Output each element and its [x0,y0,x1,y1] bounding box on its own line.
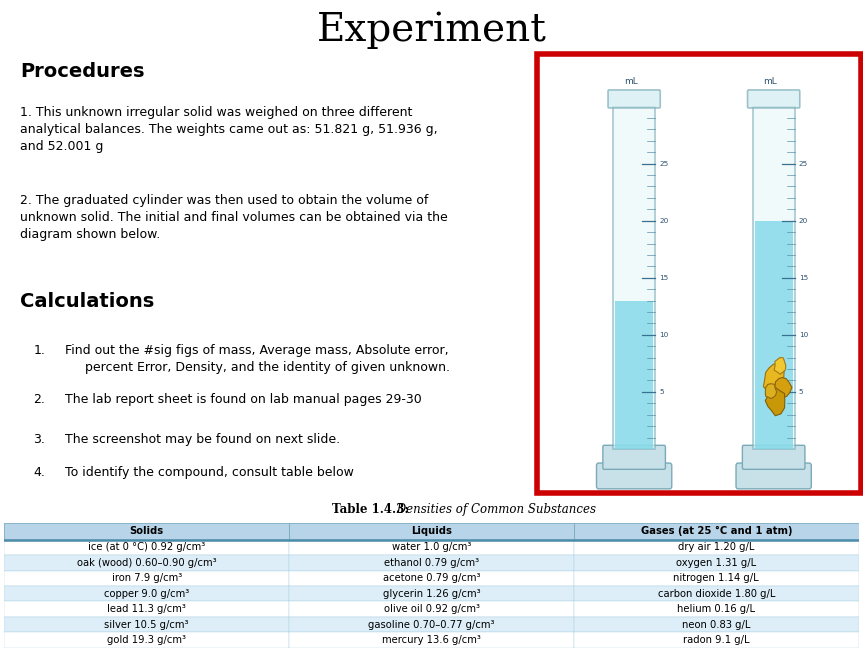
Text: iron 7.9 g/cm³: iron 7.9 g/cm³ [111,574,182,583]
Text: olive oil 0.92 g/cm³: olive oil 0.92 g/cm³ [383,604,480,614]
FancyBboxPatch shape [603,445,665,469]
Text: carbon dioxide 1.80 g/L: carbon dioxide 1.80 g/L [658,589,775,599]
Text: Gases (at 25 °C and 1 atm): Gases (at 25 °C and 1 atm) [640,526,792,536]
FancyBboxPatch shape [289,570,574,586]
Text: 20: 20 [659,217,668,224]
Text: 2.: 2. [34,393,46,406]
Text: To identify the compound, consult table below: To identify the compound, consult table … [66,466,354,479]
FancyBboxPatch shape [608,90,660,108]
Text: The screenshot may be found on next slide.: The screenshot may be found on next slid… [66,433,341,446]
FancyBboxPatch shape [289,617,574,632]
Text: 5: 5 [659,389,664,395]
FancyBboxPatch shape [4,602,289,617]
Text: glycerin 1.26 g/cm³: glycerin 1.26 g/cm³ [382,589,481,599]
FancyBboxPatch shape [289,602,574,617]
Text: mL: mL [624,77,638,86]
FancyBboxPatch shape [4,586,289,602]
Text: mercury 13.6 g/cm³: mercury 13.6 g/cm³ [382,635,481,645]
FancyBboxPatch shape [289,540,574,555]
Text: 15: 15 [659,275,668,281]
Text: mL: mL [764,77,778,86]
Text: lead 11.3 g/cm³: lead 11.3 g/cm³ [107,604,186,614]
Text: 1. This unknown irregular solid was weighed on three different
analytical balanc: 1. This unknown irregular solid was weig… [20,106,438,153]
Text: Find out the #sig figs of mass, Average mass, Absolute error,
     percent Error: Find out the #sig figs of mass, Average … [66,344,450,374]
Text: gasoline 0.70–0.77 g/cm³: gasoline 0.70–0.77 g/cm³ [369,620,494,630]
FancyBboxPatch shape [4,617,289,632]
FancyBboxPatch shape [4,570,289,586]
Text: water 1.0 g/cm³: water 1.0 g/cm³ [392,542,471,552]
FancyBboxPatch shape [574,602,859,617]
FancyBboxPatch shape [574,617,859,632]
Text: gold 19.3 g/cm³: gold 19.3 g/cm³ [107,635,186,645]
Text: oak (wood) 0.60–0.90 g/cm³: oak (wood) 0.60–0.90 g/cm³ [77,558,217,568]
Text: 15: 15 [798,275,808,281]
FancyBboxPatch shape [753,107,795,449]
Text: nitrogen 1.14 g/L: nitrogen 1.14 g/L [673,574,759,583]
Text: The lab report sheet is found on lab manual pages 29-30: The lab report sheet is found on lab man… [66,393,422,406]
Text: helium 0.16 g/L: helium 0.16 g/L [677,604,755,614]
Text: 3.: 3. [34,433,46,446]
Text: 4.: 4. [34,466,46,479]
FancyBboxPatch shape [4,555,289,570]
Text: 25: 25 [659,161,668,167]
Polygon shape [765,383,777,398]
Text: 2. The graduated cylinder was then used to obtain the volume of
unknown solid. T: 2. The graduated cylinder was then used … [20,194,448,242]
FancyBboxPatch shape [289,586,574,602]
Text: Calculations: Calculations [20,292,154,311]
Text: ice (at 0 °C) 0.92 g/cm³: ice (at 0 °C) 0.92 g/cm³ [88,542,205,552]
FancyBboxPatch shape [736,463,811,489]
FancyBboxPatch shape [289,632,574,648]
Text: Table 1.4.3:: Table 1.4.3: [332,503,409,516]
Text: dry air 1.20 g/L: dry air 1.20 g/L [678,542,754,552]
FancyBboxPatch shape [747,90,800,108]
Text: neon 0.83 g/L: neon 0.83 g/L [682,620,751,630]
FancyBboxPatch shape [596,463,671,489]
Text: oxygen 1.31 g/L: oxygen 1.31 g/L [677,558,756,568]
Polygon shape [765,387,784,416]
Text: 25: 25 [798,161,808,167]
Polygon shape [775,378,792,398]
Polygon shape [764,364,784,394]
FancyBboxPatch shape [289,555,574,570]
FancyBboxPatch shape [742,445,805,469]
Text: 10: 10 [659,332,668,338]
Text: Liquids: Liquids [411,526,452,536]
FancyBboxPatch shape [613,107,655,449]
FancyBboxPatch shape [574,555,859,570]
Text: Densities of Common Substances: Densities of Common Substances [393,503,595,516]
Text: Experiment: Experiment [317,12,546,49]
FancyBboxPatch shape [4,523,289,540]
Text: silver 10.5 g/cm³: silver 10.5 g/cm³ [104,620,189,630]
FancyBboxPatch shape [574,632,859,648]
FancyBboxPatch shape [574,586,859,602]
Text: ethanol 0.79 g/cm³: ethanol 0.79 g/cm³ [384,558,479,568]
Text: copper 9.0 g/cm³: copper 9.0 g/cm³ [104,589,189,599]
Text: Procedures: Procedures [20,62,145,81]
Text: 10: 10 [798,332,808,338]
Text: acetone 0.79 g/cm³: acetone 0.79 g/cm³ [383,574,480,583]
FancyBboxPatch shape [574,570,859,586]
FancyBboxPatch shape [4,632,289,648]
FancyBboxPatch shape [754,221,793,449]
Text: Solids: Solids [129,526,164,536]
FancyBboxPatch shape [615,301,653,449]
FancyBboxPatch shape [4,540,289,555]
FancyBboxPatch shape [574,540,859,555]
FancyBboxPatch shape [289,523,574,540]
FancyBboxPatch shape [574,523,859,540]
Text: 20: 20 [798,217,808,224]
Text: 5: 5 [798,389,803,395]
Text: 1.: 1. [34,344,46,357]
Polygon shape [774,357,786,374]
Text: radon 9.1 g/L: radon 9.1 g/L [683,635,750,645]
